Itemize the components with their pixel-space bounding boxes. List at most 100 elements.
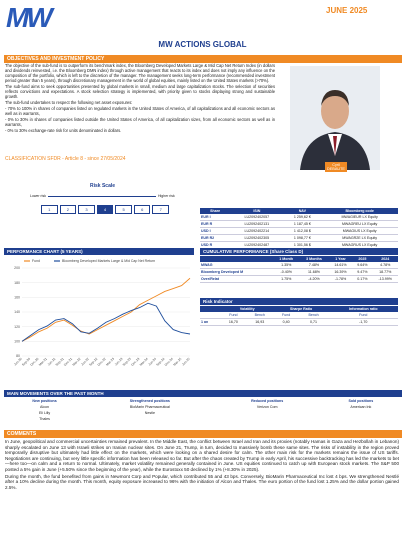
series-line [21,277,191,342]
manager-photo [290,66,380,170]
header-cell: ISIN [230,208,284,214]
table: Share ISIN NAV Bloomberg code EUR I LU2092402… [200,208,398,249]
header-cell [200,306,221,312]
x-tick-label: Sep-23 [122,357,132,367]
legend-label: Bloomberg Developed Markets Large & Mid … [62,259,155,263]
cell: -13.99% [372,275,398,283]
x-tick-label: Jun-23 [114,357,124,367]
cell: EUR R [200,220,231,228]
x-tick-label: Jun-21 [47,357,57,367]
cell: American Ink [350,405,372,409]
risk-arrow [48,196,156,197]
x-tick-label: Sep-22 [88,357,98,367]
header-cell: Strengthened positions [85,398,215,404]
risk-level: 7 [152,205,170,214]
cell: Bench [298,312,329,319]
header-cell: Reduced positions [214,398,320,404]
cell: 16,93 [245,318,274,326]
cell: 1 187,45 € [283,220,322,228]
cell: 14.61% [328,262,353,269]
logo: MW [6,2,53,33]
cell: MWAGIEUR LX Equity [321,214,398,221]
y-tick-label: 100 [14,340,20,344]
cell: 1.75% [273,275,300,283]
cell [85,416,215,422]
cell: -1,70 [328,318,398,326]
risk-level: 3 [78,205,95,214]
manager-first-name: Cyril [332,163,340,167]
risk-scale-title: Risk Scale [90,183,116,189]
row: EUR R LU2092402131 1 187,45 € MWAGREU LX Eq… [200,220,398,228]
row: EUR I LU2092402057 1 259,62 € MWAGIEUR LX E… [200,214,398,221]
comments-text: In June, geopolitical and commercial unc… [5,439,399,491]
cell: 16.39% [328,268,353,276]
cell: LU2092402214 [230,227,284,235]
x-tick-label: Mar-21 [38,357,48,367]
cell: LU2092402305 [230,234,284,242]
x-tick-label: Mar-24 [139,357,149,367]
cell: EUR R2 [200,234,231,242]
cumulative-table: 1 Month 3 Months 1 Year 2025 2024 MWAG 1.35% 7.… [200,256,398,283]
x-tick-label: Jun-25 [181,357,191,367]
x-tick-label: Jun-20 [13,357,23,367]
table: 1 Month 3 Months 1 Year 2025 2024 MWAG 1.35% 7.… [200,256,398,283]
section-heading: MAIN MOVEMENTS OVER THE PAST MONTH [4,390,402,397]
x-tick-label: Sep-20 [21,357,31,367]
manager-last-name: DEBAUTE [327,167,345,171]
header-cell: Share [200,208,231,214]
higher-risk: Higher risk [158,194,175,198]
row: MWAG 1.35% 7.48% 14.61% 9.64% 4.78% [200,262,398,269]
cell: Bloomberg Developed M [200,268,274,276]
cell: 1 412,08 $ [283,227,322,235]
cell: 1.35% [273,262,300,269]
header-cell: 2024 [372,256,398,262]
header-row: Share ISIN NAV Bloomberg code [200,208,398,214]
x-tick-label: Mar-23 [105,357,115,367]
section-heading: OBJECTIVES AND INVESTMENT POLICY [4,55,402,63]
cell: Over/Relat [200,275,274,283]
header-row: Volatility Sharpe Ratio Information ratio [200,306,398,312]
cell: 0,71 [298,318,329,326]
month: JUNE 2025 [326,6,368,15]
cell: Nestle [144,411,155,415]
section-heading: Risk Indicator [200,298,398,305]
x-tick-label: Dec-21 [63,357,73,367]
x-tick-label: Sep-24 [155,357,165,367]
section-heading: COMMENTS [4,430,402,438]
x-tick-label: Dec-20 [29,357,39,367]
risk-level: 2 [59,205,77,214]
cell: 9.47% [352,268,373,276]
subheader-row: Fund Bench Fund Bench Fund [200,312,398,319]
cell: Fund [220,312,246,319]
paragraph: During the month, the fund benefited fro… [5,473,399,490]
cell: BioMarin Pharmaceutical [129,405,170,409]
classification: CLASSIFICATION SFDR - Article 8 - since … [5,156,126,162]
cell: Thales [39,417,50,421]
cell: 4.78% [372,262,398,269]
cell: LU2092402131 [230,220,284,228]
header-row: 1 Month 3 Months 1 Year 2025 2024 [200,256,398,262]
row: Over/Relat 1.75% -4.20% -1.78% 0.17% -13.99% [200,275,398,283]
cell: MWAGIUS LX Equity [321,227,398,235]
movements-table: New positions Strengthened positions Reduc… [4,398,402,422]
x-tick-label: Sep-21 [55,357,65,367]
paragraph: In June, geopolitical and commercial unc… [5,439,399,472]
header-cell: 1 Month [273,256,300,262]
paragraph: - 0% to 30% exchange-rate risk for units… [5,128,122,133]
cell: 11.68% [299,268,329,276]
x-tick-label: Dec-24 [164,357,174,367]
table: Volatility Sharpe Ratio Information ratio F… [200,306,398,326]
x-tick-label: Jun-24 [147,357,157,367]
cell [320,416,402,422]
cell: LU2092402057 [230,214,284,221]
legend-label: Fund [32,259,40,263]
cell: 18.77% [372,268,398,276]
paragraph: - 0% to 30% in shares of companies liste… [5,117,275,127]
x-tick-label: Mar-25 [172,357,182,367]
portrait [300,90,370,170]
series-line [21,302,191,342]
y-tick-label: 80 [16,354,20,358]
row: EUR R2 LU2092402305 1 098,77 € MWAGR2E LX E… [200,234,398,242]
cell: 0,40 [273,318,299,326]
cell: Fund [328,312,398,319]
